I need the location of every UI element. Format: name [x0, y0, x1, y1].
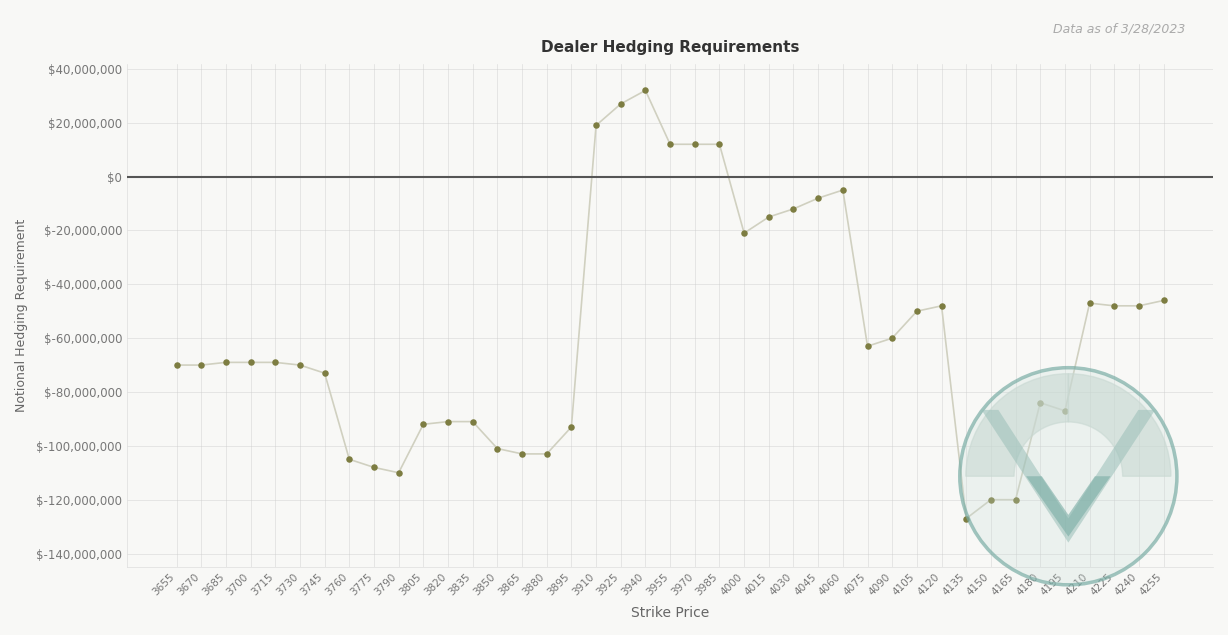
Point [932, 301, 952, 311]
Y-axis label: Notional Hedging Requirement: Notional Hedging Requirement [15, 218, 28, 412]
Point [1055, 406, 1074, 416]
Point [314, 368, 334, 378]
Text: Data as of 3/28/2023: Data as of 3/28/2023 [1052, 22, 1185, 35]
Polygon shape [981, 410, 1156, 542]
Point [265, 358, 285, 368]
Point [537, 449, 556, 459]
Point [1104, 301, 1124, 311]
Point [365, 462, 384, 472]
Point [610, 99, 630, 109]
Point [512, 449, 532, 459]
Point [661, 139, 680, 149]
Point [636, 85, 656, 95]
Point [1030, 398, 1050, 408]
Point [883, 333, 903, 344]
Point [216, 358, 236, 368]
Point [167, 360, 187, 370]
Point [685, 139, 705, 149]
Point [339, 454, 359, 464]
Wedge shape [965, 373, 1068, 476]
Point [981, 495, 1001, 505]
Point [586, 121, 605, 131]
Polygon shape [1027, 476, 1110, 537]
Point [1079, 298, 1099, 308]
Point [488, 443, 507, 453]
Title: Dealer Hedging Requirements: Dealer Hedging Requirements [540, 41, 799, 55]
Point [438, 417, 458, 427]
Point [192, 360, 211, 370]
Point [463, 417, 483, 427]
X-axis label: Strike Price: Strike Price [631, 606, 710, 620]
Point [710, 139, 729, 149]
Point [833, 185, 852, 195]
Point [759, 212, 779, 222]
Point [857, 341, 877, 351]
Point [561, 422, 581, 432]
Point [1006, 495, 1025, 505]
Point [907, 306, 927, 316]
Wedge shape [1068, 373, 1172, 476]
Point [1154, 295, 1174, 305]
Point [290, 360, 309, 370]
Point [783, 204, 803, 214]
Point [957, 514, 976, 524]
Circle shape [962, 369, 1175, 584]
Point [241, 358, 260, 368]
Point [734, 228, 754, 238]
Point [1129, 301, 1148, 311]
Point [414, 419, 433, 429]
Point [808, 193, 828, 203]
Point [389, 468, 409, 478]
